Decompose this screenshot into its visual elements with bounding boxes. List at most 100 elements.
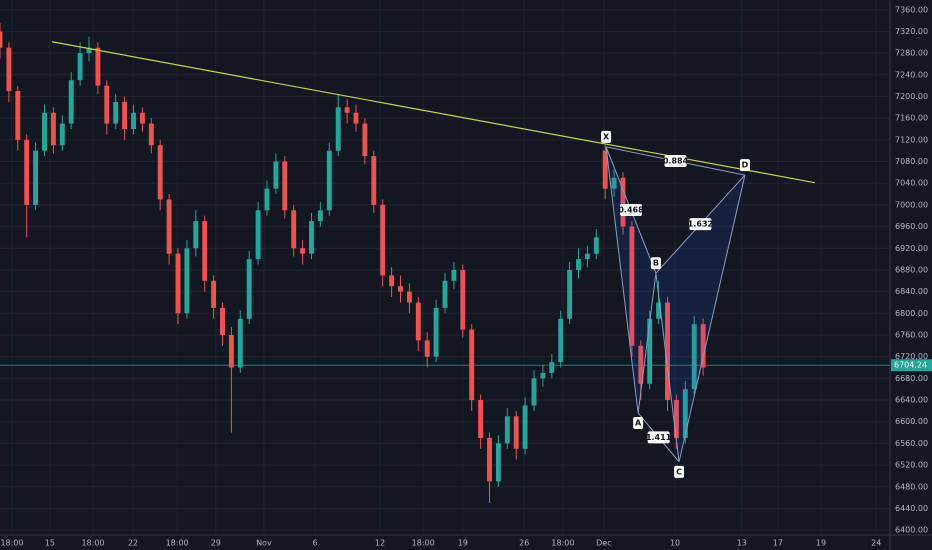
last-price-box — [891, 359, 932, 372]
candle-body — [59, 123, 65, 146]
pattern-triangle — [606, 146, 656, 414]
ratio-label: 0.468 — [618, 206, 644, 215]
candle-body — [558, 318, 564, 363]
candle-body — [691, 324, 697, 390]
candle-body — [255, 210, 261, 260]
point-label: X — [603, 132, 610, 141]
x-tick-label: Dec — [596, 539, 611, 548]
candle-body — [584, 253, 590, 260]
y-tick-label: 7160.00 — [895, 114, 928, 123]
candle-body — [602, 150, 608, 189]
candle-body — [451, 269, 457, 281]
x-tick-label: 18:00 — [412, 539, 435, 548]
x-tick-label: 22 — [128, 539, 138, 548]
y-tick-label: 6840.00 — [895, 287, 928, 296]
pattern-line — [637, 273, 657, 414]
candle-body — [282, 161, 288, 211]
candle-body — [487, 437, 492, 482]
y-tick-label: 6440.00 — [895, 504, 928, 513]
x-tick-label: 26 — [519, 539, 529, 548]
x-tick-label: 10 — [670, 539, 680, 548]
candle-body — [478, 400, 484, 438]
candle-body — [300, 248, 306, 254]
candle-body — [15, 91, 21, 140]
x-tick-label: 18:00 — [166, 539, 189, 548]
y-tick-label: 7200.00 — [895, 92, 928, 101]
candle-body — [184, 248, 190, 314]
y-tick-label: 6640.00 — [895, 396, 928, 405]
candle-body — [629, 226, 635, 346]
trendline — [51, 41, 815, 184]
candle-body — [33, 150, 39, 205]
candle-body — [24, 139, 30, 205]
candle-body — [415, 302, 421, 341]
ratio-box — [664, 154, 687, 167]
candle-body — [104, 85, 110, 124]
candle-body — [504, 416, 510, 444]
axes: 6400.00 6440.00 6480.00 6520.00 6560.00 6600.… — [0, 5, 932, 548]
candle-body — [6, 47, 12, 92]
point-box — [674, 465, 685, 478]
candle-body — [131, 112, 136, 130]
candle-body — [389, 275, 395, 287]
candle-body — [549, 362, 555, 373]
pattern-line — [605, 146, 639, 414]
y-tick-label: 7240.00 — [895, 70, 928, 79]
candle-body — [424, 340, 430, 357]
candle-body — [647, 318, 653, 384]
point-label: D — [742, 161, 749, 170]
candle-body — [122, 101, 128, 130]
y-tick-label: 7040.00 — [895, 179, 928, 188]
candle-body — [237, 318, 243, 368]
y-tick-label: 7320.00 — [895, 27, 928, 36]
candle-body — [540, 372, 546, 379]
ratio-label: 1.411 — [646, 433, 672, 442]
x-tick-label: 13 — [737, 539, 747, 548]
candle-body — [139, 112, 145, 124]
x-tick-label: 19 — [458, 539, 468, 548]
pattern-line — [655, 273, 680, 462]
x-tick-label: 15 — [45, 539, 55, 548]
candle-body — [317, 210, 323, 222]
candle-body — [211, 280, 217, 308]
y-tick-label: 6680.00 — [895, 374, 928, 383]
candle-body — [193, 221, 199, 249]
candle-body — [42, 112, 47, 151]
candle-body — [166, 199, 172, 254]
candle-body — [673, 400, 679, 438]
candle-body — [335, 107, 341, 151]
x-tick-label: 24 — [871, 539, 881, 548]
candle-body — [68, 80, 74, 124]
candle-body — [460, 269, 466, 330]
y-tick-label: 6480.00 — [895, 482, 928, 491]
candle-body — [220, 307, 225, 335]
candle-body — [50, 112, 56, 146]
pattern-line — [678, 174, 746, 462]
y-tick-label: 6520.00 — [895, 461, 928, 470]
candle-body — [175, 253, 181, 314]
candle-body — [113, 101, 119, 124]
candle-body — [353, 112, 359, 124]
point-box — [601, 130, 612, 143]
y-tick-label: 6960.00 — [895, 222, 928, 231]
x-tick-label: 29 — [211, 539, 221, 548]
point-box — [650, 257, 661, 270]
point-box — [633, 417, 644, 430]
candle-body — [513, 416, 519, 449]
point-label: A — [635, 419, 642, 428]
candle-body — [77, 53, 83, 81]
x-tick-label: 18:00 — [0, 539, 23, 548]
candle-body — [665, 302, 670, 401]
candle-body — [531, 378, 537, 406]
candle-body — [576, 259, 581, 270]
x-tick-label: 6 — [313, 539, 318, 548]
y-tick-label: 6560.00 — [895, 439, 928, 448]
y-tick-label: 6800.00 — [895, 309, 928, 318]
x-tick-label: 12 — [375, 539, 385, 548]
y-tick-label: 6760.00 — [895, 330, 928, 339]
point-box — [739, 159, 750, 172]
x-tick-label: 17 — [773, 539, 783, 548]
candle-body — [398, 286, 403, 292]
point-label: C — [676, 467, 682, 476]
